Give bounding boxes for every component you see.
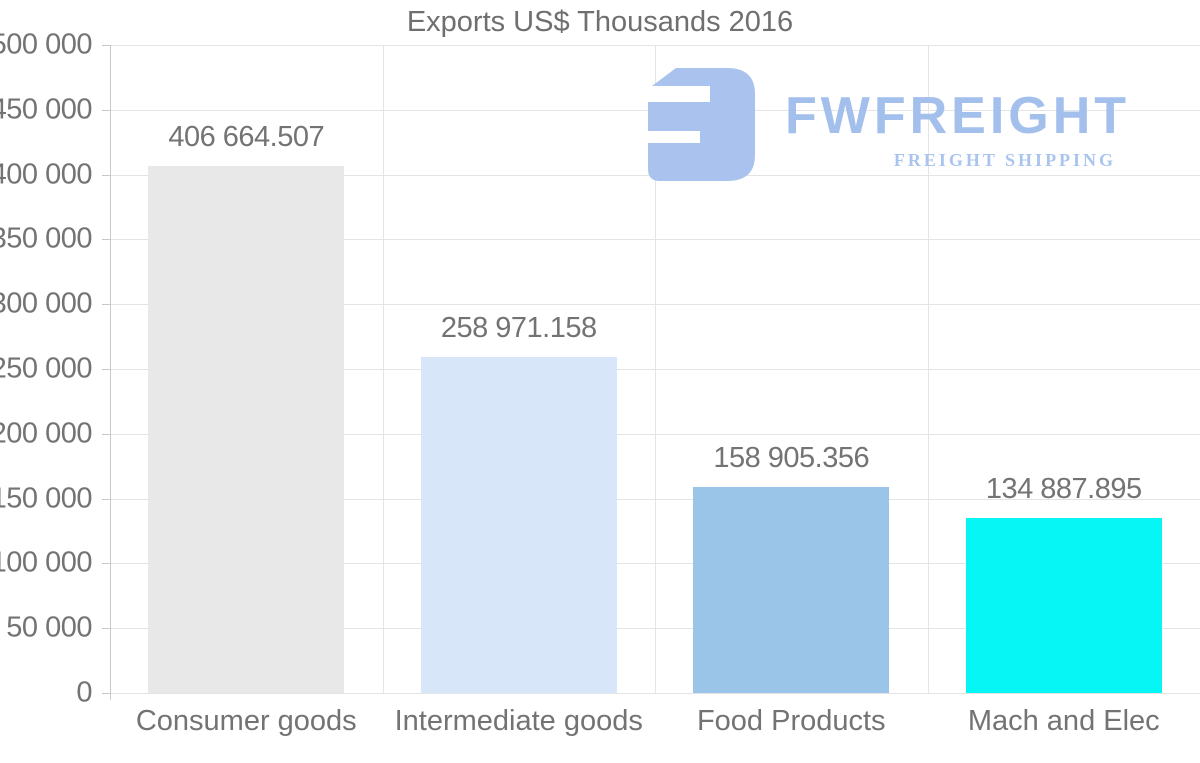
v-gridline bbox=[382, 45, 384, 693]
chart-title: Exports US$ Thousands 2016 bbox=[406, 6, 794, 38]
y-tick-label: 250 000 bbox=[0, 352, 93, 385]
bar-intermediate-goods bbox=[420, 357, 617, 693]
y-tick-mark bbox=[102, 239, 110, 241]
v-gridline bbox=[655, 45, 656, 693]
bar-consumer-goods bbox=[148, 165, 345, 693]
fwfreight-logo-icon bbox=[648, 68, 755, 181]
watermark-brand: FWFREIGHT bbox=[785, 87, 1131, 145]
bar-value-label: 406 664.507 bbox=[168, 120, 325, 153]
y-axis-line bbox=[110, 45, 111, 700]
x-tick-label: Food Products bbox=[696, 705, 886, 737]
watermark-tagline: FREIGHT SHIPPING bbox=[893, 150, 1117, 170]
y-tick-label: 400 000 bbox=[0, 158, 93, 191]
y-tick-label: 500 000 bbox=[0, 28, 93, 61]
y-tick-label: 300 000 bbox=[0, 287, 93, 320]
x-tick-label: Mach and Elec bbox=[967, 705, 1160, 737]
y-tick-label: 350 000 bbox=[0, 222, 93, 255]
y-tick-label: 150 000 bbox=[0, 482, 93, 515]
y-tick-mark bbox=[102, 369, 110, 370]
plot-area bbox=[110, 45, 1200, 694]
v-gridline bbox=[927, 45, 929, 693]
y-tick-mark bbox=[102, 109, 110, 111]
watermark-text: FWFREIGHT FREIGHT SHIPPING bbox=[785, 90, 1130, 171]
y-tick-label: 0 bbox=[76, 676, 92, 709]
y-tick-mark bbox=[102, 628, 110, 630]
bar-value-label: 158 905.356 bbox=[713, 442, 870, 475]
y-tick-label: 50 000 bbox=[6, 611, 92, 644]
bar-value-label: 258 971.158 bbox=[440, 312, 597, 345]
x-tick-label: Consumer goods bbox=[135, 705, 357, 737]
y-tick-label: 450 000 bbox=[0, 93, 93, 126]
y-tick-label: 200 000 bbox=[0, 417, 93, 450]
y-tick-mark bbox=[102, 304, 110, 306]
bar-food-products bbox=[693, 487, 890, 693]
y-tick-mark bbox=[102, 498, 110, 500]
h-gridline bbox=[110, 693, 1200, 694]
y-tick-mark bbox=[102, 693, 110, 694]
y-tick-mark bbox=[102, 174, 110, 176]
bar-mach-and-elec bbox=[965, 518, 1162, 693]
bar-value-label: 134 887.895 bbox=[985, 473, 1142, 506]
y-tick-mark bbox=[102, 563, 110, 565]
x-tick-label: Intermediate goods bbox=[394, 705, 643, 737]
y-tick-mark bbox=[102, 433, 110, 435]
y-tick-label: 100 000 bbox=[0, 546, 93, 579]
watermark: FWFREIGHT FREIGHT SHIPPING bbox=[648, 68, 1130, 181]
y-tick-mark bbox=[102, 45, 110, 46]
